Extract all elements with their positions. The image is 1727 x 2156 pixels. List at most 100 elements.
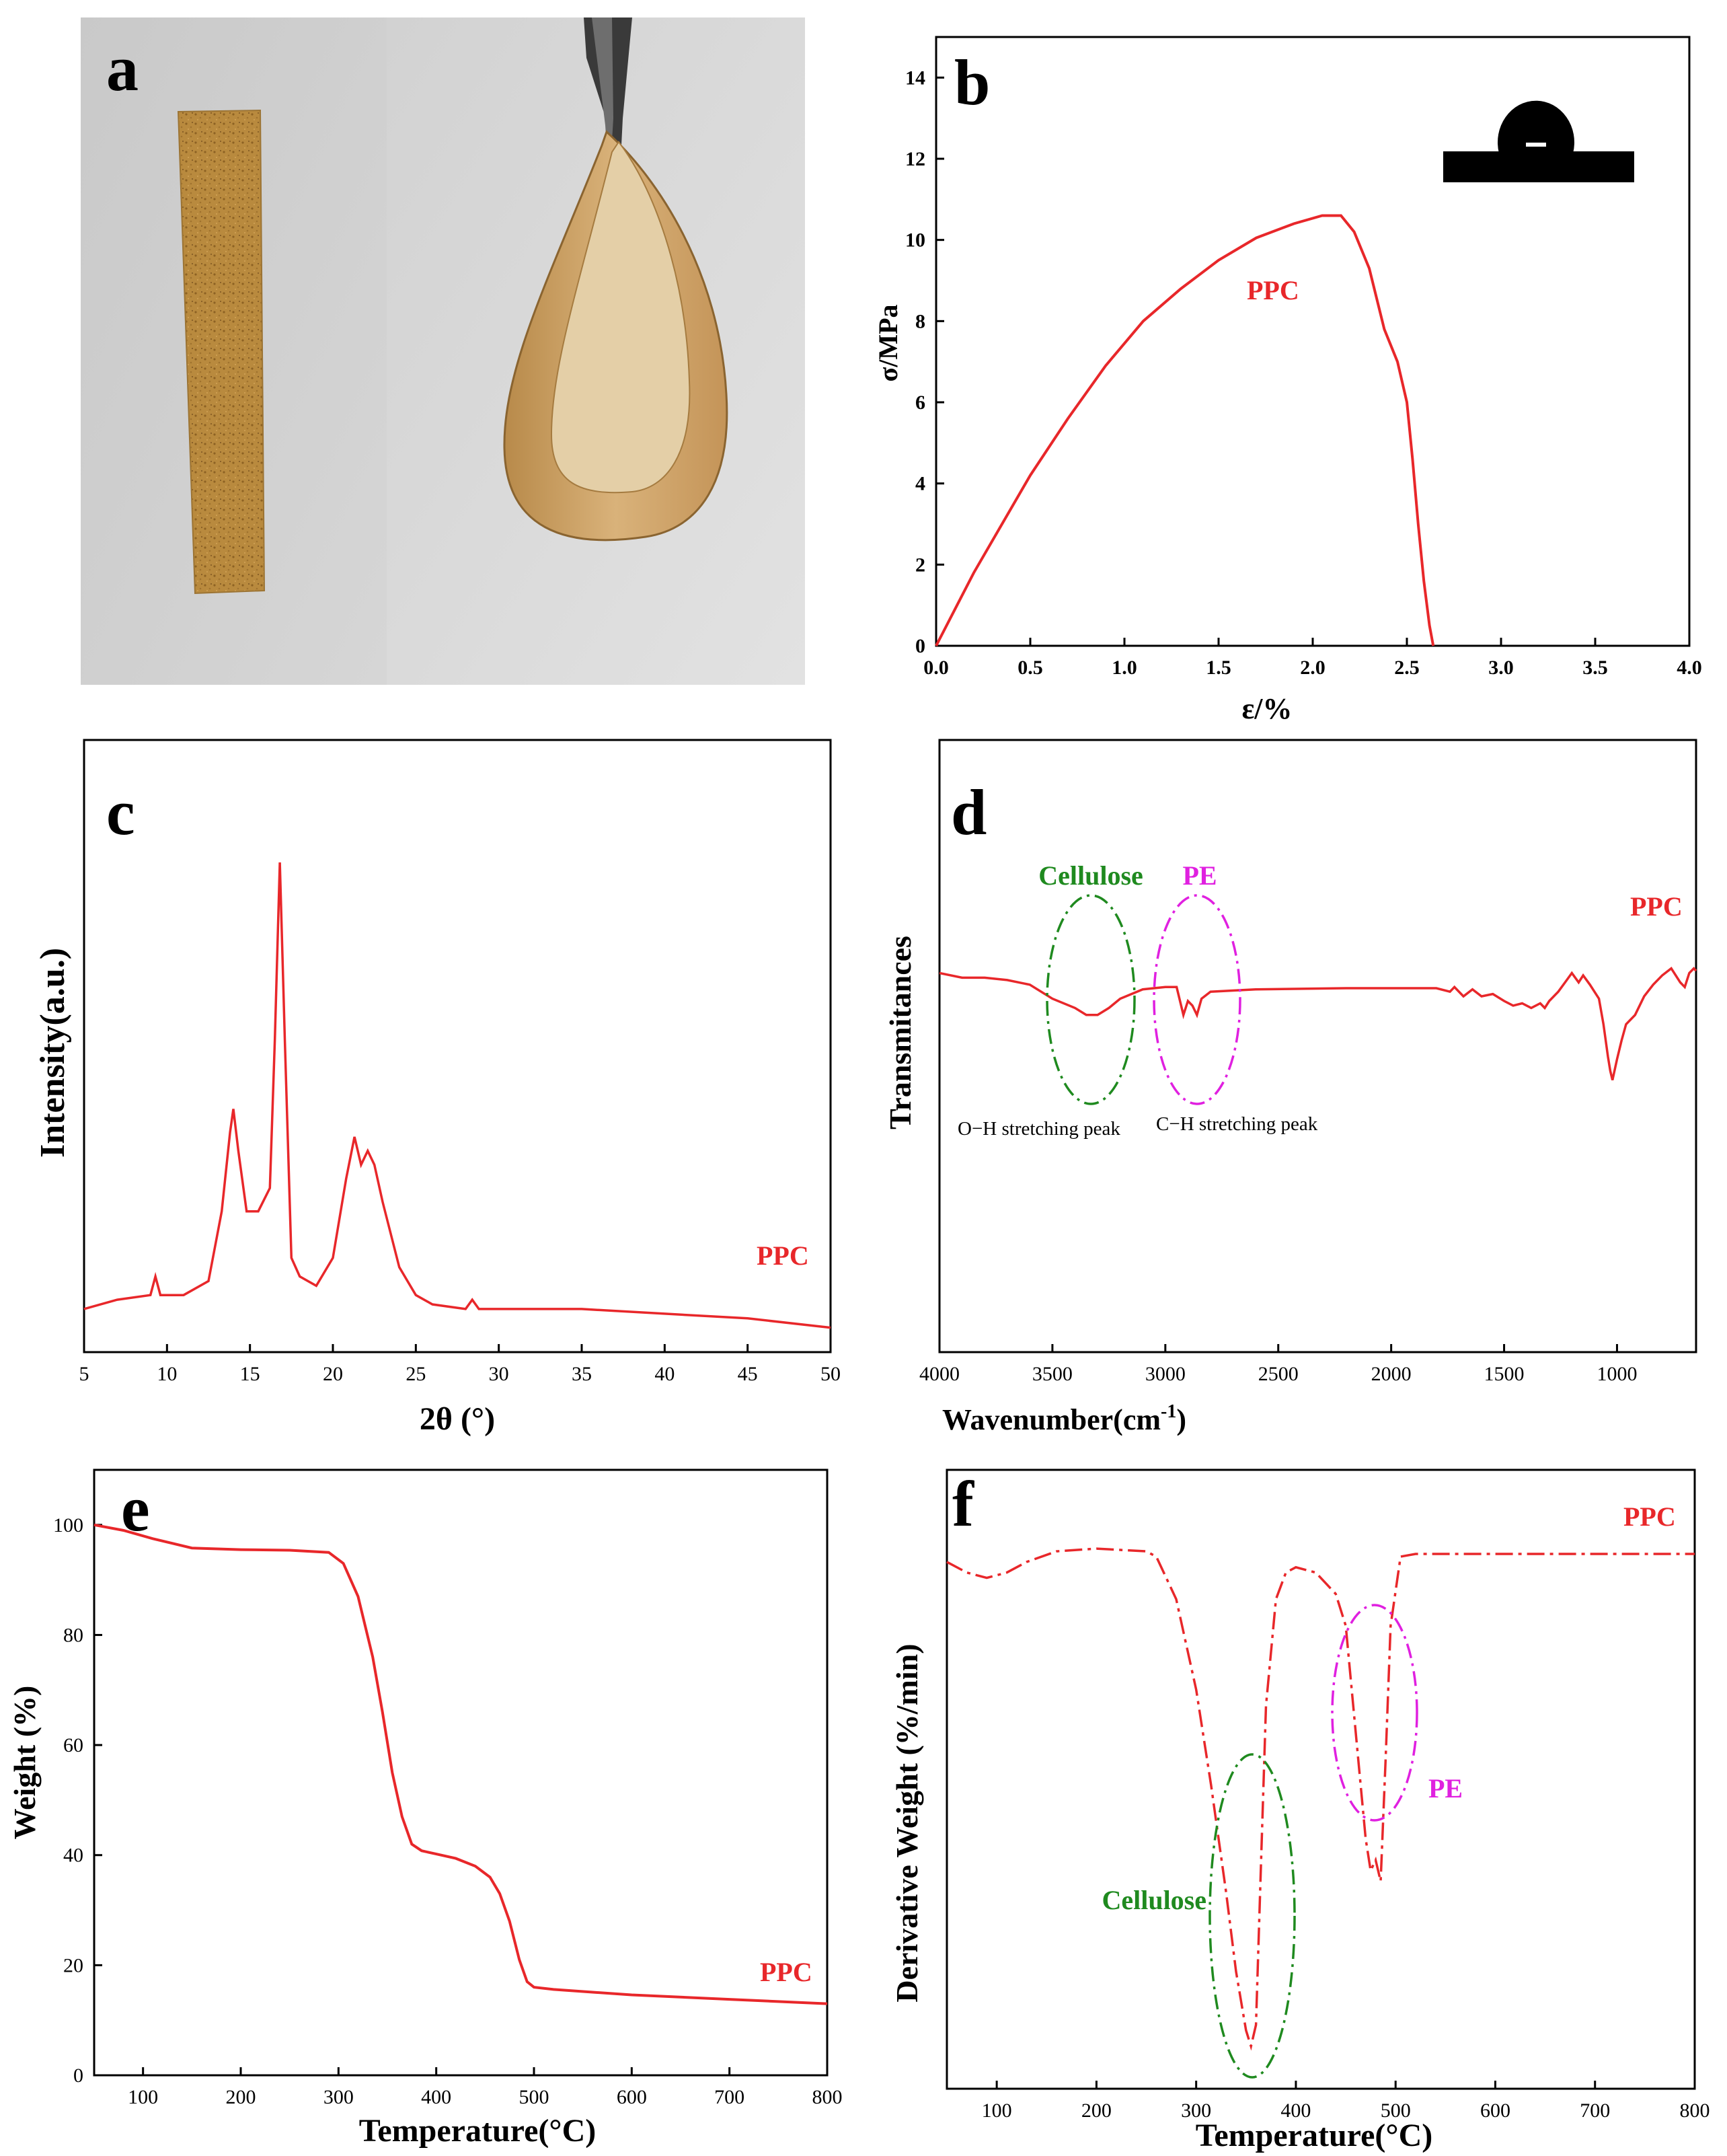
series-label-ppc: PPC bbox=[1623, 1501, 1676, 1532]
y-tick-label: 0 bbox=[915, 635, 925, 657]
y-tick-label: 20 bbox=[63, 1954, 83, 1976]
panel-f-dtg: 100 200 300 400 500 600 700 800 Cellulose PE PP… bbox=[864, 1446, 1727, 2156]
x-tick-label: 1000 bbox=[1597, 1363, 1637, 1385]
plot-frame bbox=[93, 1469, 829, 2077]
plot-frame bbox=[946, 1469, 1696, 2090]
x-tick-label: 3.0 bbox=[1488, 657, 1514, 679]
series-line-ppc bbox=[939, 967, 1697, 1081]
series-line-ppc bbox=[83, 862, 831, 1329]
ppc-film-loop bbox=[503, 130, 728, 542]
x-tick-label: 700 bbox=[1580, 2099, 1610, 2122]
chart-b-svg: 0.0 0.5 1.0 1.5 2.0 2.5 3.0 3.5 4.0 02468101214 … bbox=[873, 36, 1702, 720]
x-tick-label: 1.5 bbox=[1206, 657, 1231, 679]
x-tick-label: 800 bbox=[812, 2086, 843, 2108]
y-tick-label: 4 bbox=[915, 473, 925, 495]
y-tick-label: 2 bbox=[915, 554, 925, 576]
y-tick-label: 10 bbox=[905, 229, 925, 252]
x-tick-label: 300 bbox=[323, 2086, 354, 2108]
x-tick-label: 2500 bbox=[1258, 1363, 1299, 1385]
x-tick-label: 5 bbox=[79, 1363, 89, 1385]
x-tick-label: 40 bbox=[654, 1363, 675, 1385]
panel-b-stress-strain: 0.0 0.5 1.0 1.5 2.0 2.5 3.0 3.5 4.0 0 2 4 6 8 10 12 14 … bbox=[864, 0, 1727, 720]
panel-d-ftir: 4000 3500 3000 2500 2000 1500 1000 Cellulose P… bbox=[864, 723, 1727, 1450]
panel-letter-f: f bbox=[952, 1468, 974, 1540]
series-label-ppc: PPC bbox=[760, 1957, 812, 1987]
y-tick-label: 0 bbox=[73, 2065, 83, 2087]
x-tick-label: 2.5 bbox=[1394, 657, 1420, 679]
chart-f-svg: 100 200 300 400 500 600 700 800 Cellulose PE PP… bbox=[890, 1468, 1710, 2153]
x-tick-label: 4.0 bbox=[1677, 657, 1702, 679]
plot-frame bbox=[938, 739, 1697, 1353]
y-tick-label: 6 bbox=[915, 392, 925, 414]
x-tick-label: 45 bbox=[738, 1363, 758, 1385]
y-axis-label: σ/MPa bbox=[873, 304, 903, 381]
x-tick-label: 50 bbox=[820, 1363, 841, 1385]
x-axis-label: Temperature(°C) bbox=[1196, 2118, 1432, 2153]
panel-letter-c: c bbox=[106, 776, 135, 848]
x-tick-label: 0.5 bbox=[1018, 657, 1043, 679]
panel-e-tga: 100 200 300 400 500 600 700 800 0 20 40 60 80 100 PP… bbox=[0, 1446, 864, 2156]
pe-ellipse bbox=[1331, 1604, 1418, 1822]
chart-c-svg: 5 10 15 20 25 30 35 40 45 50 PPC 2θ (°) Intensity… bbox=[34, 739, 841, 1437]
panel-letter-e: e bbox=[121, 1473, 150, 1545]
x-tick-label: 15 bbox=[240, 1363, 260, 1385]
y-tick-label: 8 bbox=[915, 310, 925, 332]
x-tick-label: 500 bbox=[519, 2086, 549, 2108]
x-tick-label: 4000 bbox=[919, 1363, 960, 1385]
x-tick-label: 3000 bbox=[1145, 1363, 1186, 1385]
panel-letter-b: b bbox=[954, 46, 990, 118]
series-label-ppc: PPC bbox=[1630, 891, 1683, 922]
y-tick-label: 12 bbox=[905, 148, 925, 170]
x-tick-label: 35 bbox=[572, 1363, 592, 1385]
plot-frame bbox=[83, 739, 832, 1353]
series-line-ppc bbox=[93, 1523, 828, 2005]
plot-frame bbox=[935, 36, 1691, 647]
x-tick-label: 200 bbox=[1081, 2099, 1112, 2122]
chart-d-svg: 4000 3500 3000 2500 2000 1500 1000 Cellulose P… bbox=[883, 739, 1697, 1436]
panel-letter-a: a bbox=[106, 32, 139, 104]
ch-peak-label: C−H stretching peak bbox=[1156, 1113, 1318, 1135]
panel-letter-d: d bbox=[951, 776, 987, 848]
x-tick-label: 600 bbox=[1480, 2099, 1510, 2122]
x-axis-label: ε/% bbox=[1241, 692, 1292, 720]
x-tick-label: 2000 bbox=[1371, 1363, 1412, 1385]
x-axis-label: Temperature(°C) bbox=[359, 2113, 596, 2149]
x-tick-label: 3500 bbox=[1032, 1363, 1073, 1385]
x-tick-label: 3.5 bbox=[1582, 657, 1608, 679]
x-axis-label: 2θ (°) bbox=[420, 1401, 495, 1437]
chart-e-svg: 100 200 300 400 500 600 700 800 0 20 40 60 80 100 PP… bbox=[7, 1469, 843, 2149]
series-label-ppc: PPC bbox=[757, 1240, 809, 1271]
x-tick-label: 0.0 bbox=[923, 657, 949, 679]
pe-label: PE bbox=[1182, 860, 1217, 891]
pe-ellipse bbox=[1153, 894, 1241, 1105]
series-label-ppc: PPC bbox=[1247, 275, 1299, 305]
x-tick-label: 500 bbox=[1381, 2099, 1411, 2122]
x-tick-label: 1.0 bbox=[1112, 657, 1137, 679]
y-tick-label: 40 bbox=[63, 1845, 83, 1867]
series-line-ppc bbox=[946, 1547, 1695, 2051]
x-tick-label: 800 bbox=[1680, 2099, 1710, 2122]
cellulose-label: Cellulose bbox=[1102, 1885, 1206, 1915]
y-axis-label: Transmitances bbox=[883, 936, 917, 1129]
y-axis-label: Intensity(a.u.) bbox=[34, 948, 72, 1158]
oh-peak-label: O−H stretching peak bbox=[958, 1118, 1120, 1140]
panel-c-xrd: 5 10 15 20 25 30 35 40 45 50 PPC 2θ (°) Intensity… bbox=[0, 723, 864, 1450]
y-axis-label: Derivative Weight (%/min) bbox=[890, 1643, 924, 2002]
y-tick-label: 80 bbox=[63, 1624, 83, 1646]
photo-svg: a bbox=[81, 17, 805, 685]
x-tick-label: 25 bbox=[406, 1363, 426, 1385]
y-tick-label: 60 bbox=[63, 1734, 83, 1756]
series-line-ppc bbox=[935, 214, 1435, 646]
x-tick-label: 20 bbox=[323, 1363, 343, 1385]
cellulose-label: Cellulose bbox=[1038, 860, 1143, 891]
pe-label: PE bbox=[1428, 1773, 1463, 1804]
contact-angle-inset bbox=[1443, 100, 1634, 182]
x-tick-label: 100 bbox=[982, 2099, 1012, 2122]
x-tick-label: 10 bbox=[157, 1363, 177, 1385]
x-tick-label: 1500 bbox=[1484, 1363, 1525, 1385]
y-tick-label: 100 bbox=[53, 1514, 83, 1536]
panel-a-photo: a bbox=[81, 17, 805, 685]
x-tick-label: 700 bbox=[714, 2086, 744, 2108]
x-tick-label: 2.0 bbox=[1300, 657, 1326, 679]
ppc-film-strip bbox=[177, 109, 266, 595]
